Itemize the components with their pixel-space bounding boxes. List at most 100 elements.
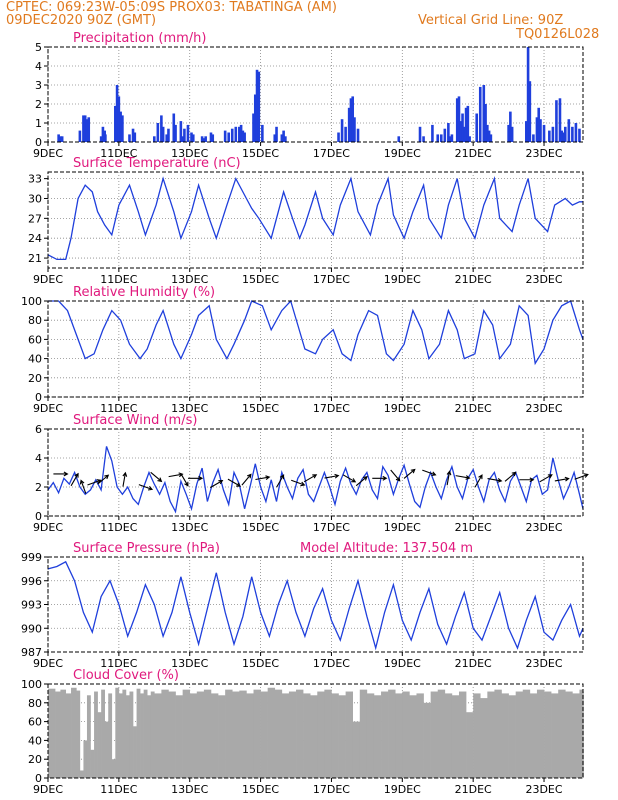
cloud-area-82 [544, 691, 552, 778]
cloud-ytick-label-2: 40 [28, 734, 42, 747]
cloud-area-7 [83, 740, 88, 778]
precipitation-bar-79 [463, 126, 466, 142]
precipitation-bar-103 [555, 100, 558, 142]
cloud-area-29 [168, 691, 176, 778]
cloud-area-86 [572, 693, 580, 778]
precipitation-bar-72 [447, 123, 450, 142]
cloud-area-74 [487, 691, 495, 778]
precipitation-bar-1 [59, 136, 62, 142]
temperature-ytick-label-1: 24 [28, 232, 42, 245]
cloud-area-18 [122, 689, 127, 778]
cloud-area-51 [324, 689, 332, 778]
precipitation-bar-88 [487, 130, 491, 142]
cloud-xtick-label-7: 23DEC [525, 783, 562, 796]
precipitation-xtick-label-0: 9DEC [33, 147, 63, 160]
cloud-area-32 [189, 693, 198, 778]
precipitation-bar-84 [478, 86, 482, 142]
wind-frame [47, 428, 584, 517]
temperature-ytick-label-3: 30 [28, 192, 42, 205]
wind-arrow-21 [372, 475, 388, 481]
pressure-frame [47, 556, 584, 653]
wind-xtick-label-1: 11DEC [100, 521, 137, 534]
wind-arrow-7 [150, 471, 163, 483]
pressure-ytick-label-3: 996 [21, 575, 42, 588]
precipitation-bar-39 [223, 130, 227, 142]
cloud-xtick-label-6: 21DEC [455, 783, 492, 796]
temperature-series-line [47, 176, 583, 261]
cloud-area-55 [352, 721, 361, 778]
humidity-xtick-label-7: 23DEC [525, 402, 562, 415]
wind-arrow-23 [403, 468, 416, 479]
precipitation-bar-30 [183, 128, 186, 142]
precipitation-bar-54 [280, 134, 284, 142]
cloud-area-72 [473, 693, 481, 778]
cloud-area-67 [437, 689, 446, 778]
wind-arrow-5 [122, 471, 128, 487]
cloud-area-62 [402, 691, 410, 778]
cloud-area-0 [48, 688, 56, 778]
cloud-area-77 [508, 695, 516, 778]
cloud-area-61 [395, 693, 403, 778]
cloud-area-64 [416, 693, 424, 778]
cloud-ytick-label-3: 60 [28, 716, 42, 729]
precipitation-bar-3 [78, 130, 82, 142]
pressure-xtick-label-5: 19DEC [384, 657, 421, 670]
precipitation-bar-48 [253, 94, 257, 142]
cloud-area-85 [565, 691, 573, 778]
pressure-xtick-label-3: 15DEC [242, 657, 279, 670]
precipitation-bar-20 [152, 136, 156, 142]
humidity-ytick-label-0: 0 [35, 391, 42, 404]
cloud-area-8 [86, 695, 91, 778]
cloud-area-34 [203, 689, 212, 778]
wind-arrow-25 [446, 470, 452, 486]
humidity-title: Relative Humidity (%) [73, 285, 215, 300]
precipitation-bar-101 [548, 130, 551, 142]
humidity-ytick-label-2: 40 [28, 353, 42, 366]
cloud-area-84 [558, 689, 566, 778]
cloud-area-56 [359, 689, 368, 778]
precipitation-bar-24 [165, 134, 168, 142]
precipitation-bar-58 [340, 119, 344, 142]
cloud-area-36 [218, 695, 226, 778]
precipitation-ytick-label-2: 2 [35, 98, 42, 111]
humidity-ytick-label-1: 20 [28, 372, 42, 385]
precipitation-bar-80 [464, 107, 468, 142]
humidity-xtick-label-1: 11DEC [100, 402, 137, 415]
cloud-area-37 [225, 689, 233, 778]
pressure-xtick-label-4: 17DEC [313, 657, 350, 670]
cloud-area-39 [239, 690, 247, 778]
pressure-ytick-label-2: 993 [21, 599, 42, 612]
precipitation-xtick-label-7: 23DEC [525, 147, 562, 160]
precipitation-bar-26 [172, 113, 176, 142]
wind-arrow-4 [97, 474, 110, 485]
precipitation-bar-60 [347, 107, 351, 142]
precipitation-bar-111 [578, 128, 581, 142]
precipitation-bar-74 [450, 134, 454, 142]
cloud-area-20 [129, 691, 134, 778]
header-date: 09DEC2020 90Z (GMT) [6, 13, 157, 28]
precipitation-bar-28 [179, 121, 183, 142]
pressure-ytick-label-1: 990 [21, 622, 42, 635]
precipitation-ytick-label-3: 3 [35, 79, 42, 92]
cloud-area-17 [118, 693, 123, 778]
temperature-xtick-label-5: 19DEC [384, 273, 421, 286]
precipitation-bar-36 [204, 136, 207, 142]
pressure-title: Surface Pressure (hPa) [73, 541, 220, 556]
precipitation-bar-35 [202, 138, 206, 142]
humidity-ytick-label-4: 80 [28, 314, 42, 327]
cloud-xtick-label-2: 13DEC [171, 783, 208, 796]
precipitation-bar-73 [448, 136, 452, 142]
wind-arrow-16 [291, 479, 306, 487]
wind-arrow-26 [455, 475, 471, 480]
precipitation-bar-37 [209, 132, 213, 142]
wind-xtick-label-4: 17DEC [313, 521, 350, 534]
wind-series-line [47, 446, 584, 514]
precipitation-bar-9 [101, 126, 105, 142]
temperature-title: Surface Temperature (nC) [73, 156, 241, 171]
precipitation-xtick-label-1: 11DEC [100, 147, 137, 160]
temperature-xtick-label-2: 13DEC [171, 273, 208, 286]
cloud-ytick-label-4: 80 [28, 697, 42, 710]
precipitation-bar-71 [443, 128, 447, 142]
precipitation-bar-97 [535, 117, 539, 142]
